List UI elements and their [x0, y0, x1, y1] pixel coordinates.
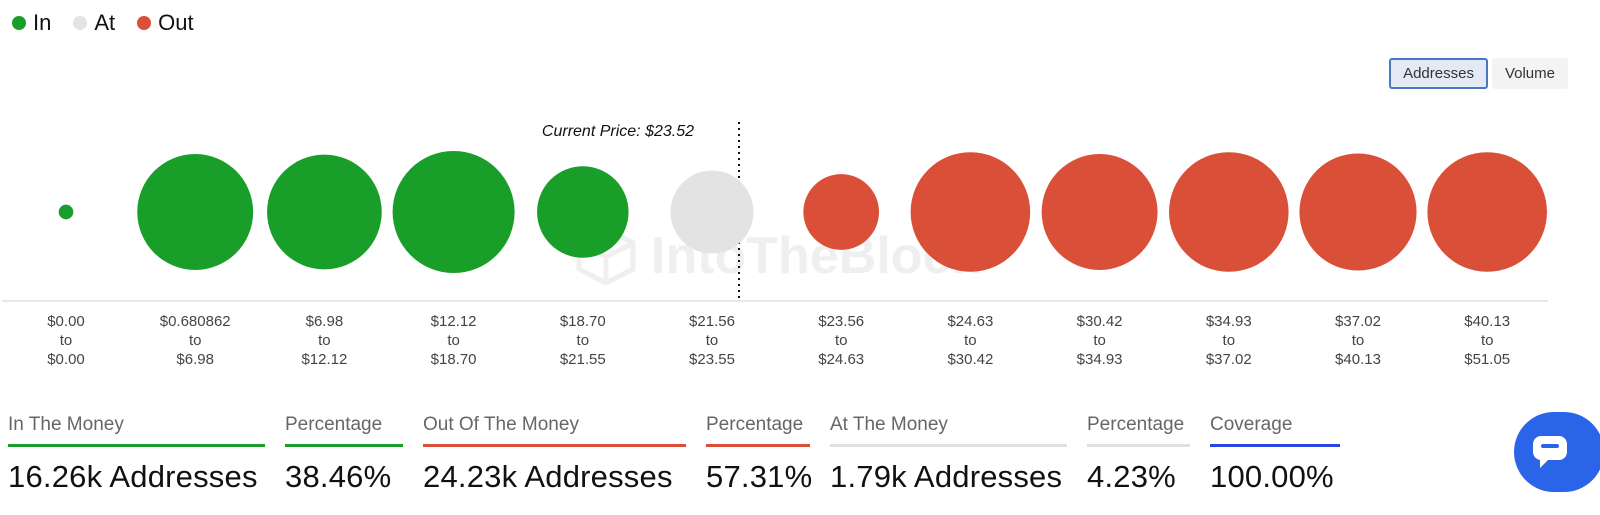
tick-label-connector: to: [1093, 332, 1106, 349]
tick-label-from: $37.02: [1335, 313, 1381, 330]
tick-label-to: $37.02: [1206, 351, 1252, 368]
stat-underline: [706, 444, 810, 447]
chat-bubble-icon: [1533, 436, 1567, 468]
tick-label-connector: to: [318, 332, 331, 349]
tick-label-connector: to: [706, 332, 719, 349]
legend-item-at[interactable]: At: [73, 10, 115, 36]
addresses-button[interactable]: Addresses: [1389, 58, 1488, 89]
bubble-out[interactable]: [1041, 154, 1158, 270]
stat-label: Percentage: [706, 414, 804, 435]
legend-label-out: Out: [158, 10, 194, 35]
stat-value: 38.46%: [285, 459, 392, 494]
legend-dot-out: [137, 16, 152, 30]
stat-underline: [8, 444, 265, 447]
tick-label-to: $21.55: [560, 351, 606, 368]
tick-label-from: $23.56: [818, 313, 864, 330]
tick-label-connector: to: [189, 332, 202, 349]
bubble-out[interactable]: [1169, 152, 1289, 272]
tick-label-from: $21.56: [689, 313, 735, 330]
stat-out-percentage: Percentage 57.31%: [706, 412, 813, 495]
tick-label-connector: to: [447, 332, 460, 349]
tick-label-to: $18.70: [431, 351, 477, 368]
tick-label-to: $6.98: [176, 351, 214, 368]
tick-label-from: $0.680862: [160, 313, 231, 330]
stat-underline: [285, 444, 403, 447]
bubble-chart: Current Price: $23.52 $0.00 to $0.00 $0.680…: [2, 122, 1548, 368]
stat-value: 16.26k Addresses: [8, 459, 258, 494]
tick-labels-group: $0.00 to $0.00 $0.680862 to $6.98 $6.98 to $12.1…: [47, 313, 1510, 368]
bubble-at[interactable]: [670, 170, 754, 254]
tick-label-to: $51.05: [1464, 351, 1510, 368]
bubble-in[interactable]: [58, 204, 74, 220]
stat-underline: [1087, 444, 1190, 447]
tick-label-connector: to: [1352, 332, 1365, 349]
tick-label-from: $40.13: [1464, 313, 1510, 330]
stat-value: 57.31%: [706, 459, 813, 494]
chat-widget-button[interactable]: [1514, 412, 1600, 492]
tick-label-connector: to: [835, 332, 848, 349]
tick-label-to: $30.42: [947, 351, 993, 368]
legend-dot-at: [73, 16, 88, 30]
tick-label-to: $12.12: [301, 351, 347, 368]
bubble-out[interactable]: [910, 152, 1031, 272]
legend-label-at: At: [94, 10, 116, 35]
tick-label-from: $30.42: [1077, 313, 1123, 330]
metric-toggle: Addresses Volume: [1389, 58, 1568, 89]
bubble-in[interactable]: [267, 154, 382, 270]
stat-label: Percentage: [1087, 414, 1185, 435]
legend: In At Out: [12, 10, 194, 36]
tick-label-to: $34.93: [1077, 351, 1123, 368]
bubbles-group: [58, 151, 1547, 273]
bubble-out[interactable]: [1299, 153, 1417, 271]
summary-stats: In The Money 16.26k Addresses Percentage…: [0, 412, 1600, 515]
tick-label-from: $34.93: [1206, 313, 1252, 330]
legend-item-out[interactable]: Out: [137, 10, 194, 36]
tick-label-from: $12.12: [431, 313, 477, 330]
stat-underline: [423, 444, 686, 447]
bubble-out[interactable]: [1427, 152, 1547, 272]
bubble-out[interactable]: [803, 174, 880, 250]
legend-dot-in: [12, 16, 26, 30]
stat-label: In The Money: [8, 414, 124, 435]
stat-at-percentage: Percentage 4.23%: [1087, 412, 1190, 495]
tick-label-from: $18.70: [560, 313, 606, 330]
tick-label-connector: to: [1481, 332, 1494, 349]
tick-label-to: $23.55: [689, 351, 735, 368]
tick-label-from: $0.00: [47, 313, 85, 330]
stat-label: Percentage: [285, 414, 383, 435]
bubble-in[interactable]: [392, 151, 515, 273]
stat-value: 1.79k Addresses: [830, 459, 1063, 494]
tick-label-connector: to: [1223, 332, 1236, 349]
stat-label: Coverage: [1210, 414, 1293, 435]
legend-item-in[interactable]: In: [12, 10, 51, 36]
bubble-in[interactable]: [137, 154, 254, 270]
stat-at-the-money: At The Money 1.79k Addresses: [830, 412, 1067, 495]
bubble-in[interactable]: [537, 166, 629, 258]
tick-label-to: $24.63: [818, 351, 864, 368]
tick-label-from: $24.63: [947, 313, 993, 330]
tick-label-from: $6.98: [306, 313, 344, 330]
stat-in-percentage: Percentage 38.46%: [285, 412, 403, 495]
stat-underline: [830, 444, 1067, 447]
tick-label-to: $40.13: [1335, 351, 1381, 368]
current-price-label: Current Price: $23.52: [542, 123, 694, 140]
tick-label-connector: to: [577, 332, 590, 349]
tick-label-connector: to: [964, 332, 977, 349]
tick-label-to: $0.00: [47, 351, 85, 368]
stat-out-of-the-money: Out Of The Money 24.23k Addresses: [423, 412, 686, 495]
stat-value: 24.23k Addresses: [423, 459, 673, 494]
stat-underline: [1210, 444, 1340, 447]
stat-coverage: Coverage 100.00%: [1210, 412, 1340, 495]
stat-value: 4.23%: [1087, 459, 1176, 494]
stat-label: At The Money: [830, 414, 948, 435]
stat-in-the-money: In The Money 16.26k Addresses: [8, 412, 265, 495]
stat-label: Out Of The Money: [423, 414, 579, 435]
tick-label-connector: to: [60, 332, 73, 349]
stat-value: 100.00%: [1210, 459, 1334, 494]
volume-button[interactable]: Volume: [1491, 58, 1568, 89]
legend-label-in: In: [33, 10, 52, 35]
